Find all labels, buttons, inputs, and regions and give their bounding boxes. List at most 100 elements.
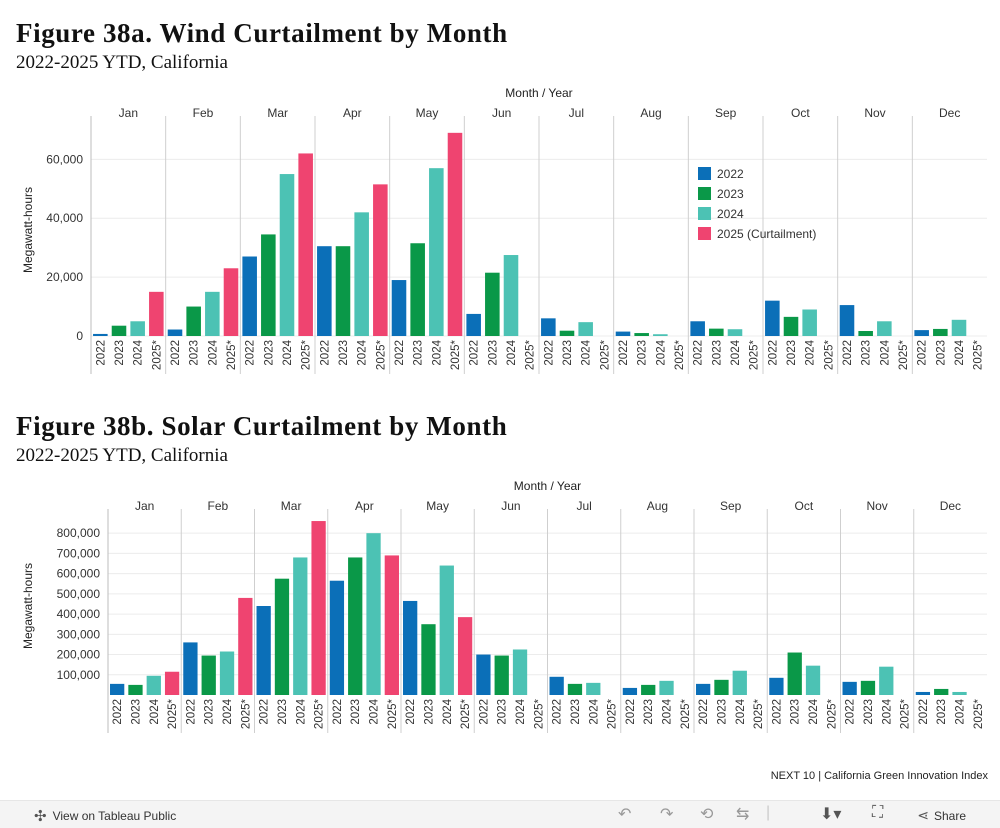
y-tick-label: 500,000 (57, 587, 101, 601)
bar-2024 (578, 322, 593, 336)
bar-2022 (765, 300, 780, 336)
bar-2024 (219, 651, 235, 695)
figure-title: Figure 38b. Solar Curtailment by Month (16, 411, 508, 441)
x-tick-label: 2024 (588, 698, 600, 724)
month-label: Jun (492, 106, 511, 120)
y-tick-label: 700,000 (57, 546, 101, 560)
undo-icon[interactable]: ↶ (618, 806, 632, 823)
bar-2023 (128, 684, 143, 695)
x-tick-label: 2023 (935, 340, 947, 366)
bar-2025 (447, 132, 463, 336)
x-tick-label: 2024 (506, 339, 518, 365)
bar-2023 (933, 328, 948, 336)
month-label: Aug (640, 106, 661, 120)
bar-2023 (410, 243, 425, 336)
x-tick-label: 2025* (314, 698, 326, 729)
y-tick-label: 600,000 (57, 567, 101, 581)
x-tick-label: 2023 (863, 699, 875, 725)
x-tick-label: 2023 (497, 699, 509, 725)
x-tick-label: 2022 (698, 699, 710, 725)
bar-2025 (164, 671, 180, 695)
share-button[interactable]: ⋖ Share (917, 807, 966, 824)
month-label: Oct (795, 499, 814, 513)
month-label: Sep (720, 499, 742, 513)
x-tick-label: 2022 (918, 699, 930, 725)
bar-2023 (858, 330, 873, 336)
x-tick-label: 2023 (338, 340, 350, 366)
fullscreen-icon[interactable]: ⛶ (872, 804, 884, 821)
legend-swatch-2022 (698, 167, 711, 180)
x-tick-label: 2023 (790, 699, 802, 725)
x-tick-label: 2022 (552, 699, 564, 725)
x-tick-label: 2025* (387, 698, 399, 729)
x-tick-label: 2024 (282, 339, 294, 365)
tableau-logo-icon: ✣ (34, 808, 47, 825)
month-label: Jan (119, 106, 138, 120)
y-axis-label: Megawatt-hours (21, 187, 35, 273)
x-tick-label: 2022 (332, 699, 344, 725)
bar-2023 (494, 655, 509, 695)
legend-swatch-2024 (698, 207, 711, 220)
x-tick-label: 2025* (460, 698, 472, 729)
bar-2024 (146, 675, 161, 695)
x-tick-label: 2023 (263, 340, 275, 366)
redo-icon[interactable]: ↷ (660, 806, 674, 823)
bar-2022 (769, 677, 784, 695)
bar-2025 (373, 184, 388, 336)
figure-subtitle: 2022-2025 YTD, California (16, 445, 228, 466)
bar-2022 (541, 318, 556, 336)
y-tick-label: 400,000 (57, 607, 101, 621)
month-label: Apr (343, 106, 362, 120)
bar-2024 (512, 649, 528, 695)
month-label: Nov (864, 106, 885, 120)
bar-2022 (914, 330, 929, 336)
x-tick-label: 2023 (204, 699, 216, 725)
x-tick-label: 2024 (954, 339, 966, 365)
month-label: Sep (715, 106, 737, 120)
x-tick-label: 2022 (771, 699, 783, 725)
x-tick-label: 2022 (112, 699, 124, 725)
month-label: Feb (208, 499, 229, 513)
bar-2022 (183, 642, 198, 695)
x-tick-label: 2025* (151, 339, 163, 370)
share-label: Share (933, 808, 966, 823)
bar-2022 (391, 280, 407, 336)
legend-swatch-2023 (698, 187, 711, 200)
month-label: Jan (135, 499, 154, 513)
bar-2023 (787, 652, 802, 695)
bar-2024 (877, 321, 892, 336)
bar-2022 (915, 691, 931, 695)
x-tick-label: 2022 (845, 699, 857, 725)
refresh-icon[interactable]: ⇆ (736, 806, 750, 823)
x-tick-label: 2022 (469, 340, 481, 366)
x-tick-label: 2022 (842, 340, 854, 366)
x-tick-label: 2023 (413, 340, 425, 366)
month-label: Jun (501, 499, 520, 513)
bar-2022 (256, 606, 271, 695)
y-tick-label: 100,000 (57, 668, 101, 682)
bar-2024 (653, 334, 668, 336)
bar-2023 (274, 578, 290, 695)
month-label: May (426, 499, 449, 513)
bar-2023 (261, 234, 276, 336)
x-tick-label: 2025* (525, 339, 537, 370)
bar-2024 (952, 691, 967, 695)
bar-2025 (223, 268, 239, 336)
bar-2025 (384, 555, 399, 695)
x-tick-label: 2022 (478, 699, 490, 725)
share-icon: ⋖ (917, 807, 929, 823)
bar-2023 (567, 683, 583, 695)
view-on-tableau-link[interactable]: ✣ View on Tableau Public (34, 807, 176, 825)
bar-2024 (802, 309, 817, 336)
bar-2023 (714, 679, 729, 695)
bar-2024 (130, 321, 145, 336)
bar-2022 (615, 331, 631, 336)
bar-2022 (93, 333, 108, 336)
x-tick-label: 2024 (735, 698, 747, 724)
y-tick-label: 200,000 (57, 648, 101, 662)
download-icon[interactable]: ⬇▾ (820, 806, 842, 823)
x-tick-label: 2023 (637, 340, 649, 366)
x-tick-label: 2023 (487, 340, 499, 366)
y-tick-label: 300,000 (57, 627, 101, 641)
revert-icon[interactable]: ⟲ (700, 806, 714, 823)
